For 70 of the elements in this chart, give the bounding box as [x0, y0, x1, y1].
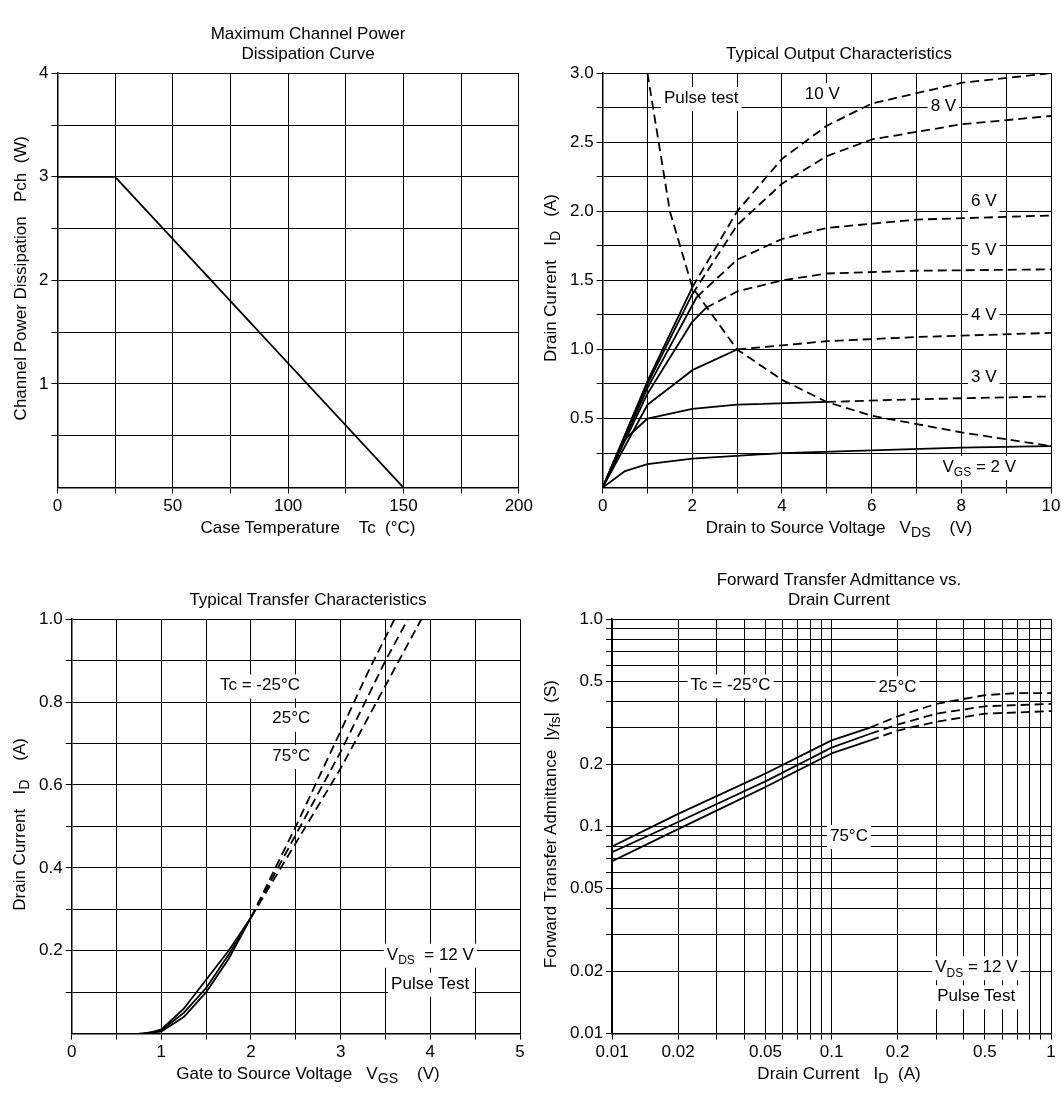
x-tick-label: 0.5: [973, 1042, 997, 1062]
y-tick-label: 0.5: [579, 671, 604, 691]
x-tick-label: 0: [52, 496, 63, 516]
annotation: 10 V: [804, 83, 841, 103]
x-tick-label: 1: [1046, 1042, 1056, 1062]
x-tick-label: 2: [246, 1042, 256, 1062]
x-axis-title: Case Temperature Tc (°C): [199, 518, 417, 538]
x-tick-label: 0.2: [885, 1042, 910, 1062]
y-tick-label: 0.4: [38, 857, 63, 877]
y-tick-label: 0.01: [569, 1023, 604, 1043]
x-tick-label: 2: [687, 496, 698, 516]
y-tick-label: 2: [38, 270, 49, 290]
annotation: 75°C: [829, 825, 868, 845]
text: Drain to Source Voltage V$_{DS}$ (V): [705, 518, 973, 541]
annotation: 5 V: [970, 239, 998, 259]
y-tick-label: 0.1: [579, 816, 604, 836]
x-tick-label: 100: [273, 496, 303, 516]
x-tick-label: 5: [515, 1042, 525, 1062]
y-tick-label: 1.0: [579, 608, 604, 628]
x-tick-label: 4: [425, 1042, 436, 1062]
y-tick-label: 4: [38, 62, 49, 82]
x-tick-label: 0: [66, 1042, 77, 1062]
annotation: 6 V: [970, 191, 998, 211]
x-tick-label: 10: [1041, 496, 1061, 516]
annotation: Tc = -25°C: [690, 675, 771, 695]
y-axis-title: Channel Power Dissipation Pch (W): [11, 135, 31, 421]
y-tick-label: 1: [38, 373, 49, 393]
y-tick-label: 0.2: [579, 753, 604, 773]
annotation: Tc = -25°C: [219, 675, 300, 695]
y-tick-label: 2.0: [569, 201, 594, 221]
chart-title: Typical Output Characteristics: [726, 44, 952, 64]
annotation: Pulse test: [663, 87, 739, 107]
y-tick-label: 0.5: [569, 408, 594, 428]
x-tick-label: 0.1: [819, 1042, 844, 1062]
x-tick-label: 50: [163, 496, 183, 516]
y-tick-label: 3.0: [569, 62, 594, 82]
x-axis-title: Drain Current I$_{D}$ (A): [756, 1064, 922, 1087]
y-tick-label: 0.6: [38, 774, 63, 794]
y-tick-label: 1.0: [38, 608, 63, 628]
annotation: 25°C: [272, 708, 311, 728]
y-tick-label: 1.0: [569, 339, 594, 359]
x-tick-label: 150: [389, 496, 418, 516]
text: Gate to Source Voltage V$_{GS}$ (V): [176, 1064, 440, 1087]
y-tick-label: 0.05: [569, 878, 604, 898]
x-tick-label: 6: [866, 496, 877, 516]
x-tick-label: 8: [956, 496, 967, 516]
chart-title: Maximum Channel Power Dissipation Curve: [209, 24, 407, 64]
annotation: Pulse Test: [937, 985, 1016, 1005]
y-tick-label: 1.5: [569, 270, 594, 290]
y-tick-label: 0.02: [569, 960, 604, 980]
y-tick-label: 3: [38, 166, 49, 186]
y-tick-label: 0.2: [38, 940, 63, 960]
annotation: 4 V: [970, 304, 998, 324]
annotation: 75°C: [272, 745, 311, 765]
x-tick-label: 0: [597, 496, 608, 516]
x-tick-label: 1: [156, 1042, 167, 1062]
annotation: 3 V: [970, 366, 998, 386]
x-tick-label: 4: [777, 496, 787, 516]
chart-title: Typical Transfer Characteristics: [189, 590, 427, 610]
x-tick-label: 0.02: [661, 1042, 695, 1062]
chart-title: Forward Transfer Admittance vs. Drain Current: [715, 570, 963, 610]
y-tick-label: 2.5: [569, 131, 594, 151]
x-tick-label: 0.01: [595, 1042, 629, 1062]
x-tick-label: 0.05: [748, 1042, 783, 1062]
annotation: Pulse Test: [391, 973, 470, 993]
x-tick-label: 200: [504, 496, 534, 516]
annotation: 25°C: [878, 676, 917, 696]
annotation: 8 V: [930, 96, 957, 116]
x-tick-label: 3: [335, 1042, 346, 1062]
y-tick-label: 0.8: [38, 691, 63, 711]
